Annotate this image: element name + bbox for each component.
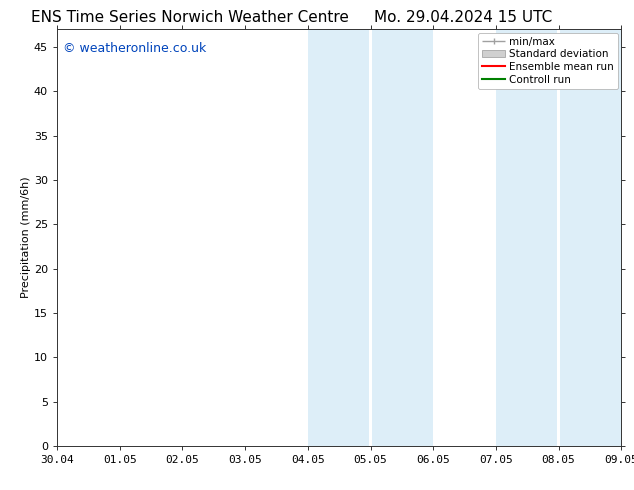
Legend: min/max, Standard deviation, Ensemble mean run, Controll run: min/max, Standard deviation, Ensemble me… bbox=[478, 32, 618, 89]
Bar bbox=[560, 29, 621, 446]
Y-axis label: Precipitation (mm/6h): Precipitation (mm/6h) bbox=[21, 177, 31, 298]
Text: Mo. 29.04.2024 15 UTC: Mo. 29.04.2024 15 UTC bbox=[373, 10, 552, 25]
Bar bbox=[496, 29, 557, 446]
Bar bbox=[372, 29, 433, 446]
Text: ENS Time Series Norwich Weather Centre: ENS Time Series Norwich Weather Centre bbox=[31, 10, 349, 25]
Bar bbox=[308, 29, 369, 446]
Text: © weatheronline.co.uk: © weatheronline.co.uk bbox=[63, 42, 206, 55]
